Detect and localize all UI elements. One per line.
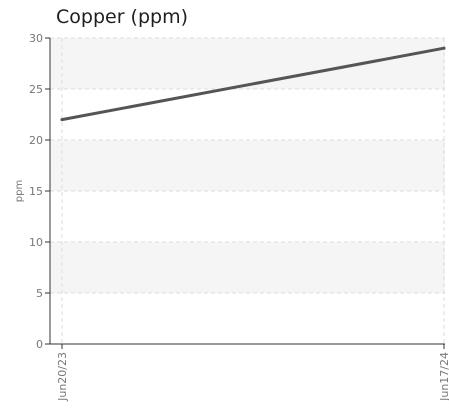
data-point bbox=[442, 46, 446, 50]
y-tick-label: 5 bbox=[36, 287, 43, 300]
plot-band bbox=[50, 38, 445, 89]
y-axis-title: ppm bbox=[14, 180, 25, 202]
x-tick-label: Jun20/23 bbox=[56, 352, 69, 402]
x-tick-label: Jun17/24 bbox=[438, 352, 449, 402]
plot-band bbox=[50, 242, 445, 293]
series-line bbox=[60, 46, 446, 122]
plot-band bbox=[50, 140, 445, 191]
y-tick-label: 25 bbox=[29, 83, 43, 96]
data-point bbox=[60, 118, 64, 122]
y-tick-label: 30 bbox=[29, 32, 43, 45]
y-tick-label: 10 bbox=[29, 236, 43, 249]
y-tick-label: 0 bbox=[36, 338, 43, 351]
chart-title: Copper (ppm) bbox=[56, 6, 189, 28]
y-tick-label: 20 bbox=[29, 134, 43, 147]
y-tick-label: 15 bbox=[29, 185, 43, 198]
